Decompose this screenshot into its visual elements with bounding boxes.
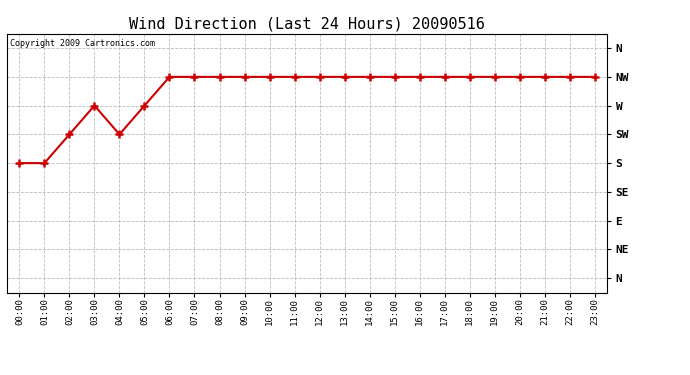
Title: Wind Direction (Last 24 Hours) 20090516: Wind Direction (Last 24 Hours) 20090516 xyxy=(129,16,485,31)
Text: Copyright 2009 Cartronics.com: Copyright 2009 Cartronics.com xyxy=(10,39,155,48)
